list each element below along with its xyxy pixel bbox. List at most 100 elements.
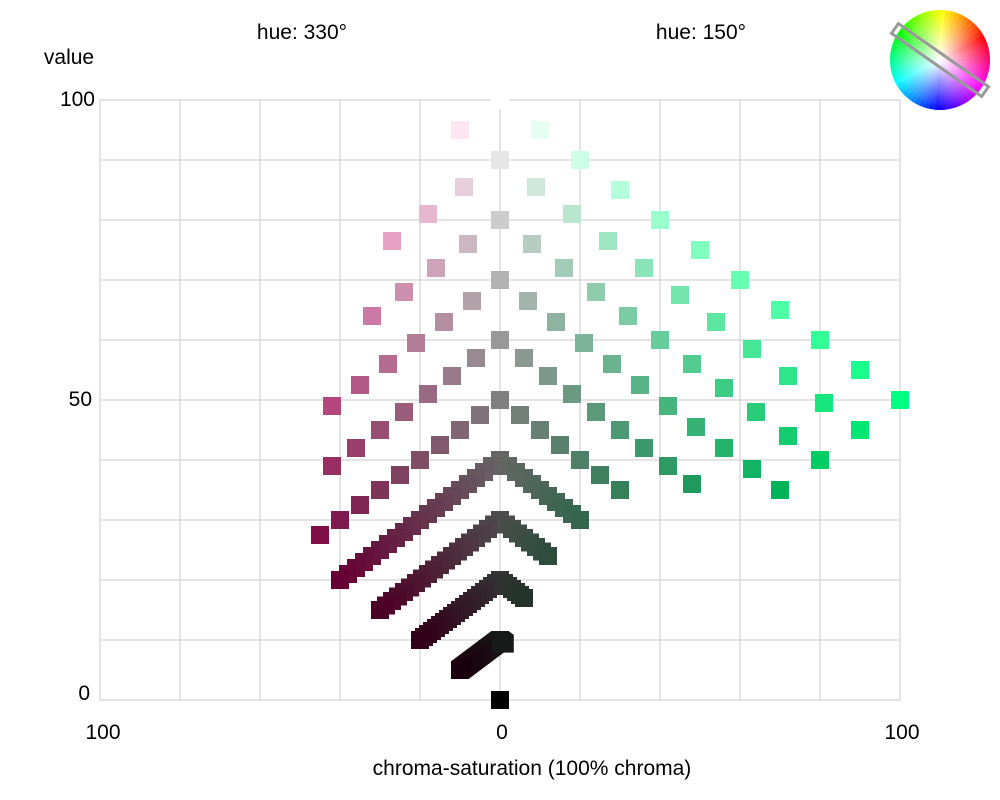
data-point-hue150-v80-s10 <box>523 235 541 253</box>
data-point-hue150-v60-s10 <box>515 349 533 367</box>
data-point-hue150-v90-s90 <box>815 394 833 412</box>
hue-wheel-center <box>890 10 990 110</box>
data-point-hue150-v60-s20 <box>539 367 557 385</box>
data-point-hue330-v100-s0 <box>491 91 509 109</box>
data-point-hue150-v30-s40 <box>539 547 557 565</box>
data-point-hue330-v50-s90 <box>311 526 329 544</box>
data-point-hue330-v0-s100 <box>491 691 509 709</box>
data-point-hue150-v100-s90 <box>851 361 869 379</box>
data-point-hue150-v70-s100 <box>771 481 789 499</box>
data-point-hue150-v50-s40 <box>571 451 589 469</box>
data-point-hue150-v60-s80 <box>683 475 701 493</box>
data-point-hue330-v60-s40 <box>395 403 413 421</box>
title-left: hue: 330° <box>257 21 347 44</box>
data-point-hue150-v80-s30 <box>587 283 605 301</box>
y-axis-label: value <box>44 46 94 69</box>
data-point-hue330-v80-s20 <box>427 259 445 277</box>
data-point-hue330-v50-s80 <box>331 511 349 529</box>
data-point-hue330-v40-s100 <box>331 571 349 589</box>
data-point-hue330-v60-s10 <box>467 349 485 367</box>
data-point-hue150-v60-s50 <box>611 421 629 439</box>
data-point-hue150-v90-s40 <box>635 259 653 277</box>
data-point-hue150-v100-s70 <box>771 301 789 319</box>
data-point-hue330-v70-s0 <box>491 271 509 289</box>
data-point-hue150-v70-s10 <box>519 292 537 310</box>
data-point-hue330-v80-s30 <box>395 283 413 301</box>
x-tick-left-100: 100 <box>85 721 120 744</box>
data-point-hue330-v100-s10 <box>451 121 469 139</box>
data-point-hue330-v70-s60 <box>323 397 341 415</box>
data-point-hue330-v70-s20 <box>435 313 453 331</box>
data-point-hue150-v60-s30 <box>563 385 581 403</box>
y-tick-0: 0 <box>78 682 90 705</box>
data-point-hue330-v60-s30 <box>419 385 437 403</box>
data-point-hue150-v70-s40 <box>603 355 621 373</box>
data-point-hue150-v70-s50 <box>631 376 649 394</box>
data-point-hue150-v40-s50 <box>571 511 589 529</box>
data-point-hue150-v90-s80 <box>779 367 797 385</box>
data-point-hue330-v50-s30 <box>431 436 449 454</box>
data-point-hue330-v20-s100 <box>411 631 429 649</box>
data-point-hue150-v80-s60 <box>683 355 701 373</box>
data-point-hue150-v100-s100 <box>891 391 909 409</box>
data-point-hue330-v80-s0 <box>491 211 509 229</box>
hue-wheel-icon <box>889 9 991 111</box>
data-point-hue150-v80-s70 <box>715 379 733 397</box>
data-point-hue330-v50-s10 <box>471 406 489 424</box>
data-point-hue330-v70-s40 <box>379 355 397 373</box>
data-point-hue330-v90-s30 <box>383 232 401 250</box>
data-point-hue150-v50-s10 <box>511 406 529 424</box>
data-point-hue150-v90-s60 <box>707 313 725 331</box>
data-marks <box>311 91 909 709</box>
data-point-hue330-v50-s40 <box>411 451 429 469</box>
data-point-hue330-v50-s0 <box>491 391 509 409</box>
data-point-hue330-v90-s10 <box>455 178 473 196</box>
data-point-hue330-v60-s20 <box>443 367 461 385</box>
data-point-hue150-v100-s30 <box>611 181 629 199</box>
data-point-hue150-v50-s60 <box>611 481 629 499</box>
data-point-hue330-v50-s20 <box>451 421 469 439</box>
y-tick-100: 100 <box>60 88 95 111</box>
data-point-hue150-v50-s20 <box>531 421 549 439</box>
data-point-hue150-v70-s70 <box>687 418 705 436</box>
data-point-hue330-v70-s30 <box>407 334 425 352</box>
data-point-hue150-v90-s70 <box>743 340 761 358</box>
x-tick-right-100: 100 <box>884 721 919 744</box>
data-point-hue150-v80-s100 <box>811 451 829 469</box>
data-point-hue150-v80-s50 <box>651 331 669 349</box>
data-point-hue150-v80-s80 <box>747 403 765 421</box>
data-point-hue150-v100-s60 <box>731 271 749 289</box>
data-point-hue330-v60-s60 <box>347 439 365 457</box>
data-point-hue150-v100-s20 <box>571 151 589 169</box>
data-point-hue330-v70-s10 <box>463 292 481 310</box>
data-point-hue330-v30-s100 <box>371 601 389 619</box>
data-point-hue330-v90-s20 <box>419 205 437 223</box>
data-point-hue150-v20-s30 <box>515 589 533 607</box>
data-point-hue330-v50-s70 <box>351 496 369 514</box>
data-point-hue150-v50-s50 <box>591 466 609 484</box>
data-point-hue330-v10-s100 <box>451 661 469 679</box>
data-point-hue150-v90-s10 <box>527 178 545 196</box>
hue-slice-indicator <box>889 21 991 99</box>
data-point-hue150-v90-s20 <box>563 205 581 223</box>
labels: hue: 330° hue: 150° value chroma-saturat… <box>44 21 920 780</box>
x-axis-label: chroma-saturation (100% chroma) <box>373 757 692 780</box>
data-point-hue150-v70-s90 <box>743 460 761 478</box>
data-point-hue150-v10-s12 <box>495 634 514 653</box>
data-point-hue330-v90-s0 <box>491 151 509 169</box>
data-point-hue150-v70-s80 <box>715 439 733 457</box>
data-point-hue150-v70-s60 <box>659 397 677 415</box>
data-point-hue330-v60-s50 <box>371 421 389 439</box>
data-point-hue150-v70-s20 <box>547 313 565 331</box>
data-point-hue150-v80-s40 <box>619 307 637 325</box>
data-point-hue330-v80-s40 <box>363 307 381 325</box>
data-point-hue150-v60-s40 <box>587 403 605 421</box>
title-right: hue: 150° <box>656 21 746 44</box>
data-point-hue150-v100-s10 <box>531 121 549 139</box>
data-point-hue150-v100-s50 <box>691 241 709 259</box>
x-tick-0: 0 <box>496 721 508 744</box>
data-point-hue150-v60-s70 <box>659 457 677 475</box>
data-point-hue330-v70-s50 <box>351 376 369 394</box>
